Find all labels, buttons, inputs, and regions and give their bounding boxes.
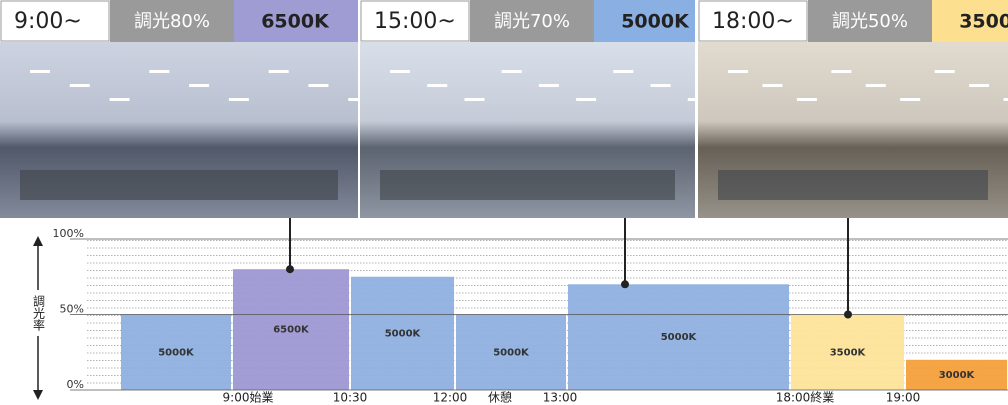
photo-light (728, 70, 748, 73)
connector-dot (286, 265, 294, 274)
photo-light (149, 70, 170, 73)
photo-light (427, 84, 448, 87)
bar (906, 359, 1007, 390)
temp: 3500K (959, 11, 1008, 33)
x-label: 18:00終業 (776, 390, 835, 405)
photo-light (348, 98, 369, 101)
photo-light (308, 84, 329, 87)
bar (233, 269, 349, 390)
temp: 5000K (621, 11, 690, 33)
bar-label: 6500K (273, 325, 310, 336)
x-label: 10:30 (333, 391, 368, 405)
bar (791, 314, 904, 390)
bar-label: 3000K (939, 370, 976, 381)
photo-light (687, 98, 708, 101)
photo-light (762, 84, 783, 87)
photo-light (1003, 98, 1008, 101)
photo-light (501, 70, 522, 73)
bar-label: 5000K (158, 347, 195, 358)
y-tick-label: 50% (60, 303, 84, 316)
dimming-box (808, 0, 932, 42)
arrow-up (33, 236, 43, 246)
photo-light (865, 84, 886, 87)
dimming-box (470, 0, 594, 42)
photo-desks (380, 170, 675, 200)
photo-light (268, 70, 289, 73)
bar (456, 314, 566, 390)
photo-light (228, 98, 249, 101)
dimming: 調光50% (832, 11, 908, 32)
dimming: 調光70% (494, 11, 570, 32)
time: 18:00~ (712, 9, 794, 34)
bar (351, 276, 454, 390)
photo-light (900, 98, 921, 101)
connector-dot (844, 310, 852, 319)
y-label-bg (28, 290, 48, 336)
x-label: 13:00 (543, 391, 578, 405)
dimming: 調光80% (134, 11, 210, 32)
time-box (698, 0, 808, 42)
connector-dot (621, 280, 629, 289)
photo-light (189, 84, 210, 87)
photo-light (650, 84, 671, 87)
photo-light (109, 98, 130, 101)
temp-box (932, 0, 1008, 42)
temp-box (594, 0, 695, 42)
bar-label: 5000K (493, 347, 530, 358)
bar (568, 284, 789, 390)
photo-light (934, 70, 955, 73)
photo-light (464, 98, 485, 101)
x-label: 9:00始業 (223, 391, 274, 405)
photo-desks (718, 170, 988, 200)
photo-light (69, 84, 90, 87)
time-box (0, 0, 110, 42)
time: 15:00~ (374, 9, 456, 34)
photo-light (613, 70, 634, 73)
photo-light (969, 84, 990, 87)
photo-light (30, 70, 50, 73)
x-label: 19:00 (886, 391, 921, 405)
arrow-down (33, 390, 43, 400)
bar-label: 3500K (830, 347, 867, 358)
bar (121, 314, 231, 390)
photo-light (538, 84, 559, 87)
time: 9:00~ (14, 9, 82, 34)
photo-desks (20, 170, 338, 200)
temp-box (234, 0, 358, 42)
time-box (360, 0, 470, 42)
temp: 6500K (261, 11, 330, 33)
bar-label: 5000K (385, 328, 422, 339)
photo-light (576, 98, 597, 101)
dimming-box (110, 0, 234, 42)
y-tick-label: 0% (67, 378, 84, 391)
y-tick-label: 100% (53, 227, 84, 240)
photo-light (796, 98, 817, 101)
bar-label: 5000K (661, 332, 698, 343)
y-axis-label: 調光率 (32, 295, 46, 331)
x-label: 休憩 (488, 390, 512, 405)
x-label: 12:00 (433, 391, 468, 405)
photo-light (390, 70, 410, 73)
photo-light (831, 70, 852, 73)
